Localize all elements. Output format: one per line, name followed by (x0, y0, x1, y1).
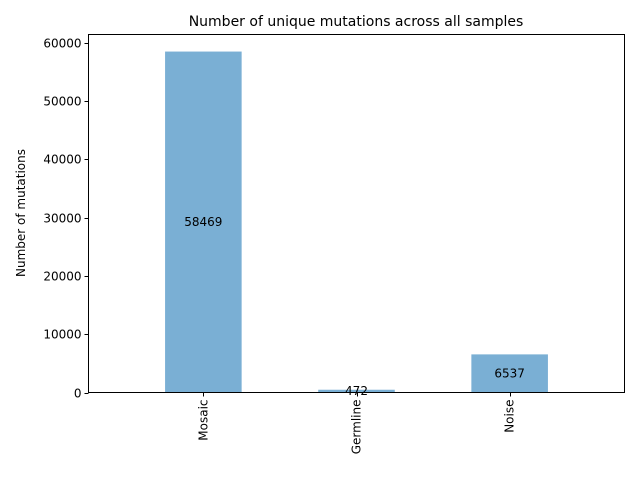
y-tick-label: 20000 (43, 270, 81, 284)
data-label-germline: 472 (345, 384, 368, 398)
x-tick-label-germline: Germline (350, 400, 364, 455)
chart-title: Number of unique mutations across all sa… (189, 14, 524, 30)
y-axis-label: Number of mutations (14, 149, 28, 277)
data-label-noise: 6537 (494, 366, 525, 380)
y-tick-label: 40000 (43, 153, 81, 167)
x-tick-label-mosaic: Mosaic (196, 400, 210, 441)
y-tick-label: 10000 (43, 328, 81, 342)
plot-frame (88, 34, 625, 393)
x-tick-label-noise: Noise (503, 400, 517, 433)
x-axis: Mosaic Germline Noise (196, 392, 517, 455)
y-tick-label: 0 (74, 387, 82, 401)
data-label-mosaic: 58469 (184, 215, 222, 229)
bar-noise (471, 354, 548, 393)
y-tick-label: 30000 (43, 212, 81, 226)
y-axis: 0 10000 20000 30000 40000 50000 60000 (43, 37, 89, 401)
bars (165, 51, 548, 393)
bar-mosaic (165, 51, 242, 393)
y-tick-label: 50000 (43, 95, 81, 109)
y-tick-label: 60000 (43, 37, 81, 51)
data-labels: 58469 472 6537 (184, 215, 525, 398)
bar-germline (318, 389, 395, 393)
